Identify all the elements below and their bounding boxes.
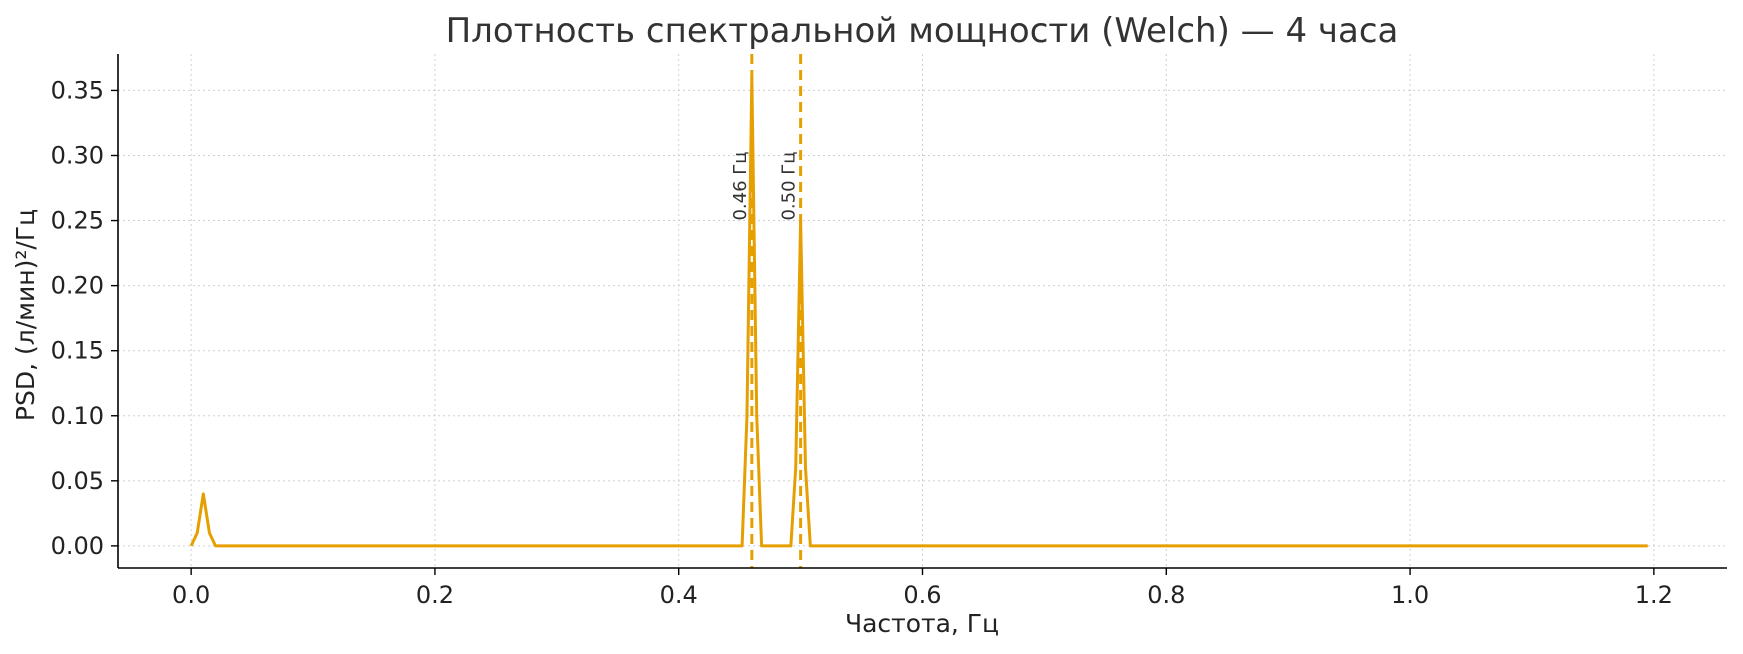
y-tick-label: 0.30 [51, 141, 104, 169]
x-ticks: 0.0 0.2 0.4 0.6 0.8 1.0 1.2 [172, 568, 1673, 609]
y-tick-label: 0.05 [51, 467, 104, 495]
y-tick-label: 0.15 [51, 337, 104, 365]
y-tick-label: 0.10 [51, 402, 104, 430]
y-tick-label: 0.25 [51, 207, 104, 235]
peak-annotation-label: 0.46 Гц [730, 152, 751, 221]
y-tick-label: 0.20 [51, 272, 104, 300]
x-tick-label: 1.2 [1635, 581, 1673, 609]
psd-series-line [189, 75, 1648, 548]
y-tick-label: 0.35 [51, 76, 104, 104]
x-tick-label: 1.0 [1391, 581, 1429, 609]
x-tick-label: 0.0 [172, 581, 210, 609]
y-tick-label: 0.00 [51, 532, 104, 560]
y-axis-label: PSD, (л/мин)²/Гц [11, 209, 40, 421]
grid [118, 54, 1727, 568]
y-ticks: 0.00 0.05 0.10 0.15 0.20 0.25 0.30 0.35 [51, 76, 118, 560]
x-tick-label: 0.6 [903, 581, 941, 609]
x-tick-label: 0.8 [1147, 581, 1185, 609]
peak-annotation-label: 0.50 Гц [779, 152, 800, 221]
x-axis-label: Частота, Гц [845, 609, 999, 638]
series-layer [189, 75, 1648, 548]
x-tick-label: 0.4 [660, 581, 698, 609]
chart-title: Плотность спектральной мощности (Welch) … [446, 11, 1399, 51]
annotation-layer: 0.46 Гц 0.50 Гц [730, 54, 803, 568]
x-tick-label: 0.2 [416, 581, 454, 609]
